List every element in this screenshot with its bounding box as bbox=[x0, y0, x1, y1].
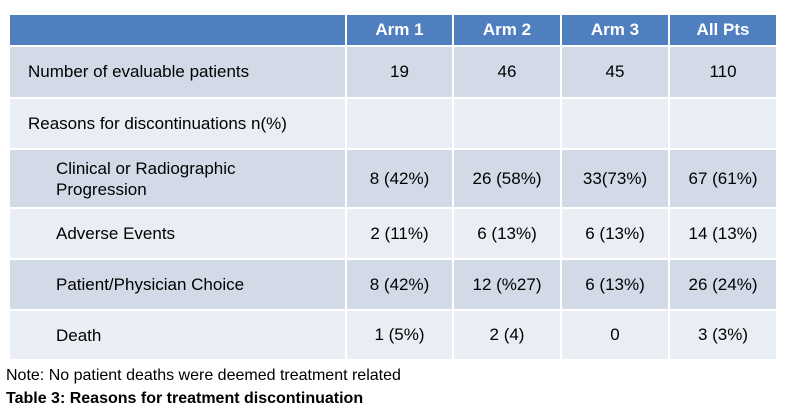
cell: 6 (13%) bbox=[560, 207, 670, 260]
row-label: Patient/Physician Choice bbox=[8, 258, 347, 311]
row-label: Adverse Events bbox=[8, 207, 347, 260]
table-row: Reasons for discontinuations n(%) bbox=[8, 97, 778, 150]
cell-value: 8 (42%) bbox=[369, 168, 430, 188]
column-header: Arm 1 bbox=[345, 13, 454, 47]
cell bbox=[560, 97, 670, 150]
row-label-text: Clinical or Radiographic Progression bbox=[56, 158, 236, 199]
table: Arm 1 Arm 2 Arm 3 All Pts Number of evaluab… bbox=[8, 13, 778, 361]
caption: Table 3: Reasons for treatment discontin… bbox=[6, 390, 364, 407]
row-label-text: Number of evaluable patients bbox=[28, 62, 250, 81]
cell bbox=[345, 97, 454, 150]
cell-value: 45 bbox=[605, 62, 625, 81]
cell: 26 (24%) bbox=[668, 258, 778, 311]
cell: 0 bbox=[560, 309, 670, 361]
note: Note: No patient deaths were deemed trea… bbox=[6, 367, 401, 384]
cell: 46 bbox=[452, 45, 562, 99]
cell-value: 6 (13%) bbox=[477, 223, 537, 243]
cell-value: 67 (61%) bbox=[688, 168, 758, 188]
column-header: Arm 2 bbox=[452, 13, 562, 47]
table-row: Adverse Events 2 (11%) 6 (13%) 6 (13%) 14 (1… bbox=[8, 207, 778, 260]
cell: 1 (5%) bbox=[345, 309, 454, 361]
cell: 6 (13%) bbox=[560, 258, 670, 311]
table-row: Clinical or Radiographic Progression 8 (4… bbox=[8, 148, 778, 209]
cell bbox=[668, 97, 778, 150]
cell: 110 bbox=[668, 45, 778, 99]
column-header: All Pts bbox=[668, 13, 778, 47]
table-row: Patient/Physician Choice 8 (42%) 12 (%27) 6… bbox=[8, 258, 778, 311]
row-label-text: Death bbox=[56, 325, 102, 345]
cell-value: 110 bbox=[709, 62, 737, 81]
cell-value: 6 (13%) bbox=[585, 274, 645, 294]
cell bbox=[452, 97, 562, 150]
cell: 67 (61%) bbox=[668, 148, 778, 209]
table-row: Number of evaluable patients 19 46 45 110 bbox=[8, 45, 778, 99]
header-row: Arm 1 Arm 2 Arm 3 All Pts bbox=[8, 13, 778, 47]
cell: 6 (13%) bbox=[452, 207, 562, 260]
row-label: Number of evaluable patients bbox=[8, 45, 347, 99]
cell: 3 (3%) bbox=[668, 309, 778, 361]
cell: 8 (42%) bbox=[345, 148, 454, 209]
cell: 2 (4) bbox=[452, 309, 562, 361]
cell: 14 (13%) bbox=[668, 207, 778, 260]
cell: 33(73%) bbox=[560, 148, 670, 209]
row-label-text: Patient/Physician Choice bbox=[56, 275, 245, 294]
cell-value: 6 (13%) bbox=[585, 223, 645, 243]
cell-value: 26 (58%) bbox=[472, 168, 542, 188]
cell-value: 46 bbox=[497, 62, 517, 81]
cell-value: 0 bbox=[610, 325, 620, 344]
table-row: Death 1 (5%) 2 (4) 0 3 (3%) bbox=[8, 309, 778, 361]
cell: 12 (%27) bbox=[452, 258, 562, 311]
row-label-text: Reasons for discontinuations n(%) bbox=[28, 113, 287, 133]
cell: 2 (11%) bbox=[345, 207, 454, 260]
row-label: Clinical or Radiographic Progression bbox=[8, 148, 347, 209]
cell: 26 (58%) bbox=[452, 148, 562, 209]
cell-value: 14 (13%) bbox=[688, 223, 758, 243]
cell-value: 2 (11%) bbox=[370, 223, 429, 243]
cell-value: 3 (3%) bbox=[697, 325, 749, 344]
cell-value: 19 bbox=[390, 62, 409, 81]
cell-value: 2 (4) bbox=[489, 325, 525, 344]
column-header: Arm 3 bbox=[560, 13, 670, 47]
row-label: Reasons for discontinuations n(%) bbox=[8, 97, 347, 150]
row-label: Death bbox=[8, 309, 347, 361]
cell-value: 26 (24%) bbox=[688, 274, 758, 294]
cell-value: 12 (%27) bbox=[472, 274, 542, 294]
cell-value: 33(73%) bbox=[582, 168, 648, 188]
cell: 45 bbox=[560, 45, 670, 99]
header-cell bbox=[8, 13, 347, 47]
row-label-text: Adverse Events bbox=[56, 224, 176, 243]
cell: 19 bbox=[345, 45, 454, 99]
cell: 8 (42%) bbox=[345, 258, 454, 311]
cell-value: 1 (5%) bbox=[374, 325, 425, 344]
cell-value: 8 (42%) bbox=[369, 274, 430, 294]
